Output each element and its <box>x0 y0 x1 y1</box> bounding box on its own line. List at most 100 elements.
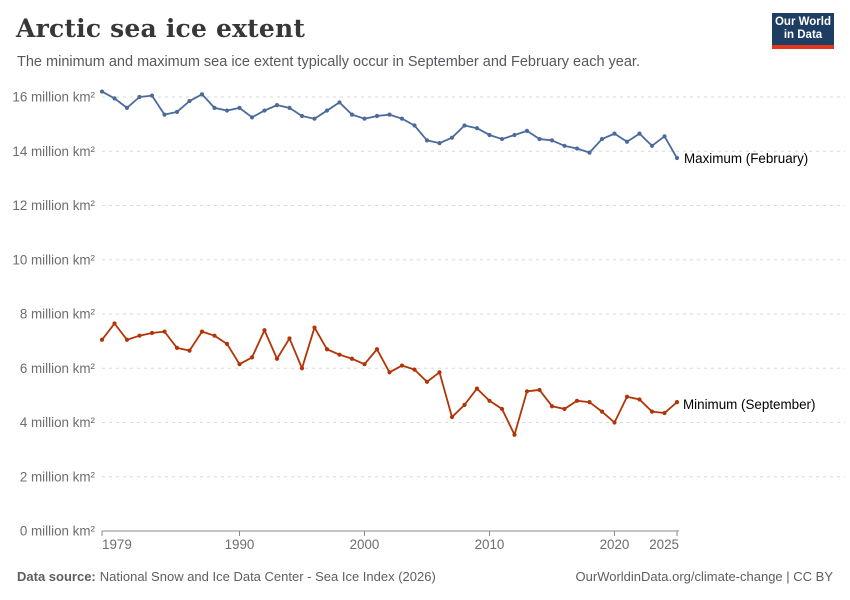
maximum-february-point <box>674 155 680 161</box>
minimum-september-line <box>101 322 678 436</box>
maximum-february-point <box>562 143 567 148</box>
minimum-september-point <box>612 420 617 425</box>
maximum-february-point <box>624 139 630 144</box>
maximum-february-point <box>137 94 142 100</box>
maximum-february-point <box>374 113 380 119</box>
minimum-september-point <box>499 406 505 412</box>
x-axis-tick-label: 1990 <box>225 537 255 552</box>
minimum-september-point <box>262 328 267 333</box>
minimum-september-point <box>512 432 517 437</box>
minimum-september-point <box>224 341 230 346</box>
minimum-september-point <box>487 398 492 403</box>
owid-logo-line2: in Data <box>783 29 823 41</box>
minimum-september-point <box>324 347 330 352</box>
maximum-february-point <box>437 141 442 146</box>
page-title: Arctic sea ice extent <box>16 14 306 43</box>
maximum-february-point <box>587 150 592 155</box>
minimum-september-point <box>674 400 680 405</box>
minimum-september-point <box>137 333 142 338</box>
maximum-february-point <box>324 108 330 113</box>
minimum-september-point <box>112 321 117 326</box>
minimum-september-point <box>624 394 630 399</box>
minimum-september-point <box>599 409 605 414</box>
maximum-february-point <box>312 116 317 121</box>
y-axis-tick-label: 0 million km² <box>20 524 96 539</box>
minimum-september-point <box>537 387 542 393</box>
maximum-february-point <box>612 131 617 136</box>
chart-subtitle: The minimum and maximum sea ice extent t… <box>17 54 640 70</box>
maximum-february-point <box>649 143 655 148</box>
minimum-september-point <box>387 370 392 375</box>
maximum-february-point <box>524 128 530 134</box>
minimum-september-point <box>412 367 417 372</box>
maximum-february-point <box>112 96 117 101</box>
minimum-september-point <box>187 348 192 353</box>
minimum-september-point <box>524 389 530 394</box>
minimum-september-point <box>649 409 655 414</box>
minimum-september-point <box>312 325 317 330</box>
maximum-february-point <box>537 136 542 142</box>
maximum-february-point <box>387 112 392 117</box>
data-source: Data source: National Snow and Ice Data C… <box>17 569 436 584</box>
minimum-september-point <box>199 329 205 334</box>
owid-url-license[interactable]: OurWorldinData.org/climate-change | CC B… <box>575 569 833 584</box>
minimum-september-point <box>149 330 155 336</box>
y-axis-tick-label: 8 million km² <box>20 307 96 322</box>
maximum-february-point <box>224 108 230 113</box>
minimum-september-point <box>562 406 567 412</box>
minimum-september-point <box>349 356 355 361</box>
maximum-february-point <box>412 123 417 128</box>
maximum-february-point <box>287 105 292 110</box>
maximum-february-point <box>274 103 280 108</box>
maximum-february-point <box>574 146 580 151</box>
minimum-september-point <box>99 337 105 342</box>
maximum-february-point <box>212 105 217 110</box>
minimum-september-point <box>274 356 280 361</box>
maximum-february-point <box>462 123 467 128</box>
minimum-september-point <box>287 336 292 341</box>
maximum-february-point <box>237 105 242 110</box>
data-source-label: Data source: <box>17 569 96 584</box>
minimum-september-point <box>124 337 130 342</box>
owid-logo[interactable]: Our World in Data <box>772 13 834 49</box>
maximum-february-point <box>349 112 355 117</box>
maximum-february-point <box>249 115 255 120</box>
minimum-september-point <box>362 362 367 367</box>
minimum-september-point <box>662 410 667 416</box>
maximum-february-point <box>124 105 130 110</box>
y-axis-tick-label: 10 million km² <box>12 252 95 267</box>
minimum-september-point <box>162 329 167 334</box>
maximum-february-point <box>599 136 605 142</box>
minimum-september-point <box>299 366 305 371</box>
minimum-september-point <box>424 379 430 384</box>
chart-footer: Data source: National Snow and Ice Data C… <box>17 569 833 584</box>
owid-logo-line1: Our World <box>774 16 831 28</box>
y-axis-tick-label: 4 million km² <box>20 415 96 430</box>
minimum-september-point <box>437 370 442 375</box>
maximum-february-point <box>424 138 430 143</box>
y-axis-tick-label: 6 million km² <box>20 361 96 376</box>
minimum-september-point <box>462 402 467 407</box>
maximum-february-point <box>149 93 155 98</box>
maximum-february-point <box>499 136 505 142</box>
minimum-september-point <box>474 386 480 391</box>
x-axis-tick-label: 2010 <box>475 537 505 552</box>
maximum-february-point <box>362 116 367 121</box>
minimum-september-point <box>212 333 217 338</box>
maximum-february-point <box>199 92 205 97</box>
minimum-september-point <box>249 355 255 360</box>
maximum-february-point <box>162 112 167 117</box>
maximum-february-point <box>174 109 180 115</box>
maximum-february-point <box>662 134 667 139</box>
maximum-february-point <box>187 98 192 104</box>
minimum-september-point <box>587 400 592 405</box>
minimum-september-point <box>574 398 580 403</box>
minimum-september-point <box>237 362 242 367</box>
x-axis-tick-label: 2020 <box>600 537 630 552</box>
minimum-september-point <box>399 363 405 368</box>
x-axis-tick-label: 2025 <box>649 537 679 552</box>
maximum-february-point <box>99 89 105 94</box>
minimum-september-point <box>174 345 180 351</box>
x-axis-tick-label: 1979 <box>102 537 132 552</box>
